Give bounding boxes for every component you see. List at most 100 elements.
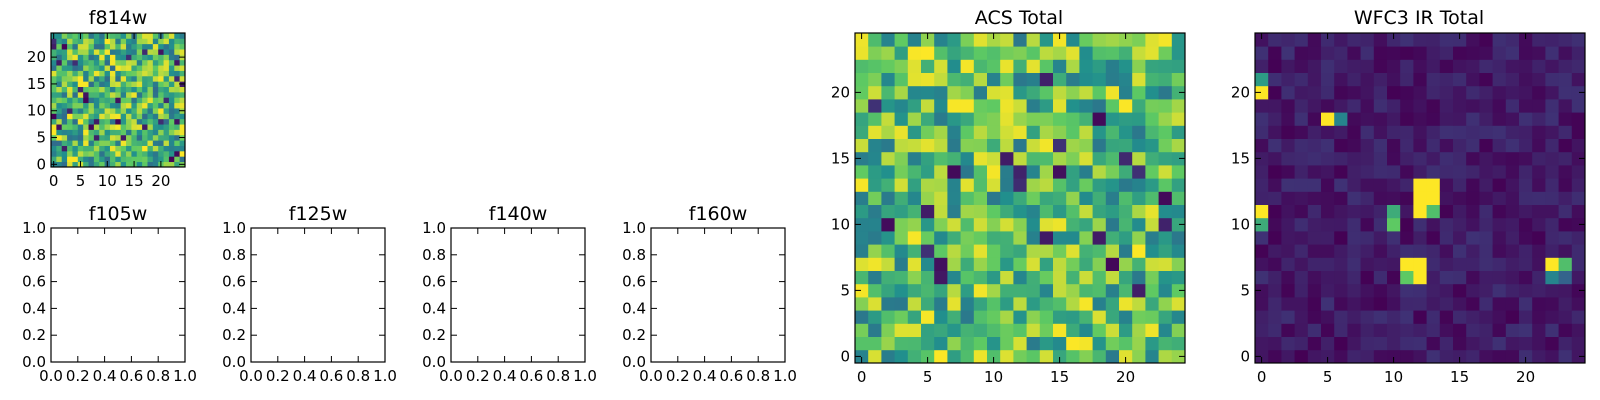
y-tick-label: 0.8 xyxy=(22,246,46,264)
heatmap-cell xyxy=(1413,323,1427,337)
heatmap-cell xyxy=(1519,191,1533,205)
heatmap-cell xyxy=(179,75,186,82)
heatmap-cell xyxy=(1119,72,1133,87)
heatmap-cell xyxy=(1119,191,1133,205)
heatmap-cell xyxy=(147,59,154,66)
heatmap-cell xyxy=(1307,125,1322,139)
heatmap-cell xyxy=(136,38,143,45)
heatmap-cell xyxy=(88,59,95,66)
heatmap-cell xyxy=(1466,151,1480,166)
heatmap-cell xyxy=(1281,231,1295,245)
heatmap-cell xyxy=(947,165,961,179)
heatmap-cell xyxy=(1294,270,1309,285)
heatmap-cell xyxy=(77,156,84,163)
heatmap-cell xyxy=(1492,204,1507,219)
heatmap-cell xyxy=(136,54,143,61)
heatmap-cell xyxy=(1479,336,1493,351)
heatmap-cell xyxy=(960,310,975,324)
y-tick-label: 10 xyxy=(1231,215,1250,233)
heatmap-cell xyxy=(1558,138,1573,153)
heatmap-cell xyxy=(1053,165,1067,179)
heatmap-cell xyxy=(152,150,159,157)
heatmap-cell xyxy=(1105,33,1120,47)
x-axis: 0 5 10 15 20 xyxy=(857,33,1135,386)
heatmap-cell xyxy=(934,191,948,205)
heatmap-cell xyxy=(1013,297,1027,311)
heatmap-cell xyxy=(1545,204,1559,219)
heatmap-cell xyxy=(126,97,132,104)
heatmap-cell xyxy=(1360,151,1375,166)
heatmap-cell xyxy=(921,297,935,311)
heatmap-cell xyxy=(1145,244,1159,258)
heatmap-cell xyxy=(1321,323,1335,337)
heatmap-cell xyxy=(868,349,882,364)
heatmap-cell xyxy=(77,97,84,104)
heatmap-cell xyxy=(1132,323,1146,337)
heatmap-cell xyxy=(1105,46,1120,60)
x-tick-label: 0.8 xyxy=(546,367,570,385)
heatmap-cell xyxy=(115,75,122,82)
heatmap-cell xyxy=(1079,204,1093,219)
heatmap-cell xyxy=(1158,244,1173,258)
heatmap-cell xyxy=(1294,138,1309,153)
heatmap-cell xyxy=(1294,33,1309,47)
heatmap-cell xyxy=(77,118,84,125)
heatmap-cell xyxy=(136,97,143,104)
heatmap-cell xyxy=(61,161,68,168)
heatmap-cell xyxy=(136,65,143,71)
heatmap-cell xyxy=(126,161,132,168)
heatmap-cell xyxy=(934,283,948,298)
heatmap-cell xyxy=(136,129,143,136)
heatmap-cell xyxy=(142,129,148,136)
heatmap-cell xyxy=(1000,112,1014,126)
heatmap-cell xyxy=(1558,59,1573,73)
heatmap-cell xyxy=(947,283,961,298)
heatmap-cell xyxy=(947,178,961,192)
y-tick-label: 0.0 xyxy=(422,353,446,371)
heatmap-cell xyxy=(1321,151,1335,166)
heatmap-cell xyxy=(1066,151,1080,166)
y-tick-label: 5 xyxy=(840,281,850,299)
heatmap-cell xyxy=(1426,310,1441,324)
heatmap-cell xyxy=(1281,46,1295,60)
heatmap-cell xyxy=(1145,33,1159,47)
heatmap-cell xyxy=(83,108,89,114)
heatmap-cell xyxy=(168,161,175,168)
heatmap-cell xyxy=(1505,46,1520,60)
heatmap-cell xyxy=(1053,46,1067,60)
heatmap-cell xyxy=(1145,310,1159,324)
heatmap-cell xyxy=(131,81,138,87)
panel-f140w: f140w 0.0 0.2 0.4 0.6 0.8 1.0 0.00.20.40.60.8… xyxy=(422,203,597,385)
heatmap-cell xyxy=(126,129,132,136)
heatmap-cell xyxy=(115,129,122,136)
heatmap-cell xyxy=(115,49,122,55)
heatmap-cell xyxy=(1558,46,1573,60)
heatmap-cell xyxy=(987,204,1001,219)
heatmap-cell xyxy=(1281,191,1295,205)
heatmap-cell xyxy=(152,97,159,104)
heatmap-cell xyxy=(77,108,84,114)
heatmap-cell xyxy=(51,75,57,82)
heatmap-cell xyxy=(1307,112,1322,126)
heatmap-cell xyxy=(51,49,57,55)
heatmap-cell xyxy=(1545,270,1559,285)
heatmap-cell xyxy=(179,118,186,125)
heatmap-cell xyxy=(77,38,84,45)
heatmap-cell xyxy=(1321,112,1335,126)
heatmap-cell xyxy=(67,33,73,39)
heatmap-cell xyxy=(907,270,922,285)
heatmap-cell xyxy=(88,102,95,109)
heatmap-cell xyxy=(1532,151,1546,166)
heatmap-cell xyxy=(987,349,1001,364)
heatmap-cell xyxy=(1105,231,1120,245)
heatmap-cell xyxy=(1453,204,1467,219)
heatmap-cell xyxy=(120,70,127,77)
heatmap-cell xyxy=(1053,323,1067,337)
heatmap-cell xyxy=(1079,244,1093,258)
heatmap-cell xyxy=(1413,204,1427,219)
heatmap-cell xyxy=(1145,257,1159,271)
heatmap-cell xyxy=(1158,72,1173,87)
heatmap-cell xyxy=(1347,217,1361,232)
heatmap-cell xyxy=(126,118,132,125)
heatmap-cell xyxy=(1013,72,1027,87)
